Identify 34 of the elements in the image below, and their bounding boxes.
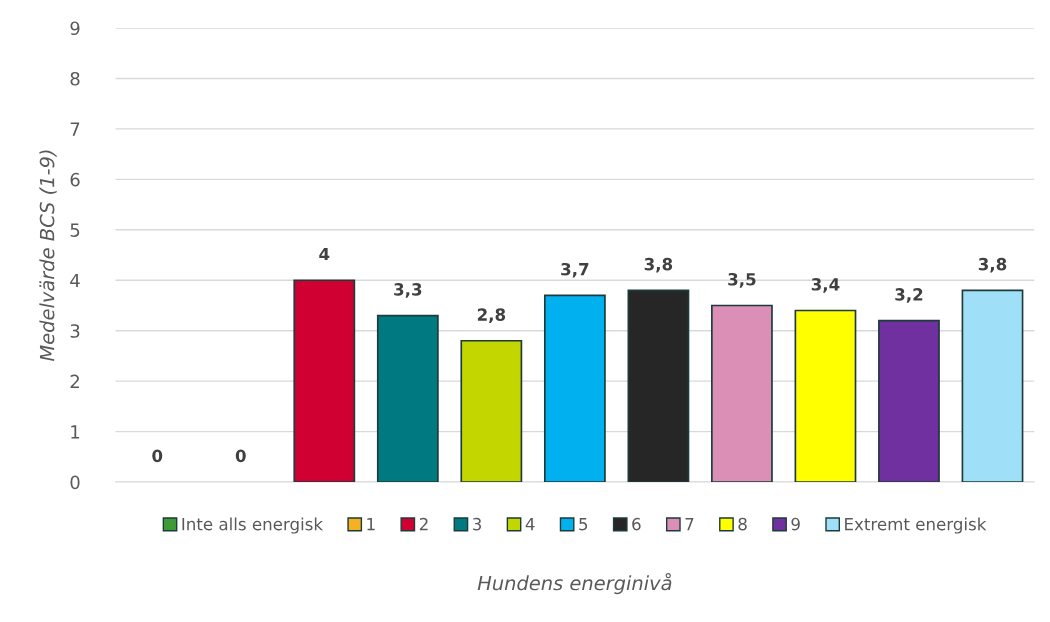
legend-label: 4 [525, 518, 535, 531]
legend-label: Extremt energisk [845, 517, 987, 534]
x-axis-title: Hundens energinivå [477, 573, 672, 595]
y-tick-label: 5 [70, 223, 80, 237]
data-label: 3,3 [394, 283, 422, 298]
y-tick-label: 6 [70, 172, 80, 187]
data-label: 0 [235, 449, 246, 463]
y-tick-label: 8 [70, 71, 80, 86]
y-tick-label: 4 [70, 273, 80, 288]
y-axis-title: Medelvärde BCS (1-9) [39, 150, 57, 362]
y-tick-label: 9 [70, 21, 80, 36]
legend-label: 7 [685, 518, 694, 531]
legend-label: 8 [738, 517, 747, 531]
data-label: 3,8 [978, 257, 1007, 273]
y-tick-label: 1 [71, 425, 80, 439]
legend-label: 1 [367, 518, 375, 531]
y-tick-label: 2 [70, 374, 79, 389]
legend-label: 5 [579, 518, 588, 531]
data-label: 3,8 [644, 257, 673, 273]
data-label: 2,8 [477, 308, 506, 324]
legend-label: 9 [791, 517, 800, 531]
data-label: 3,5 [728, 272, 756, 288]
data-label: 3,2 [895, 288, 923, 303]
y-tick-label: 7 [70, 122, 80, 136]
legend-label: 2 [419, 517, 428, 531]
y-tick-label: 0 [70, 475, 80, 490]
y-tick-label: 3 [70, 324, 80, 338]
data-label: 0 [152, 449, 163, 463]
data-label: 3,4 [811, 278, 840, 293]
legend-label: 6 [632, 517, 641, 531]
data-label: 4 [319, 247, 330, 261]
data-label: 3,7 [561, 262, 589, 278]
legend-label: 3 [473, 517, 482, 531]
legend-label: Inte alls energisk [182, 517, 324, 534]
